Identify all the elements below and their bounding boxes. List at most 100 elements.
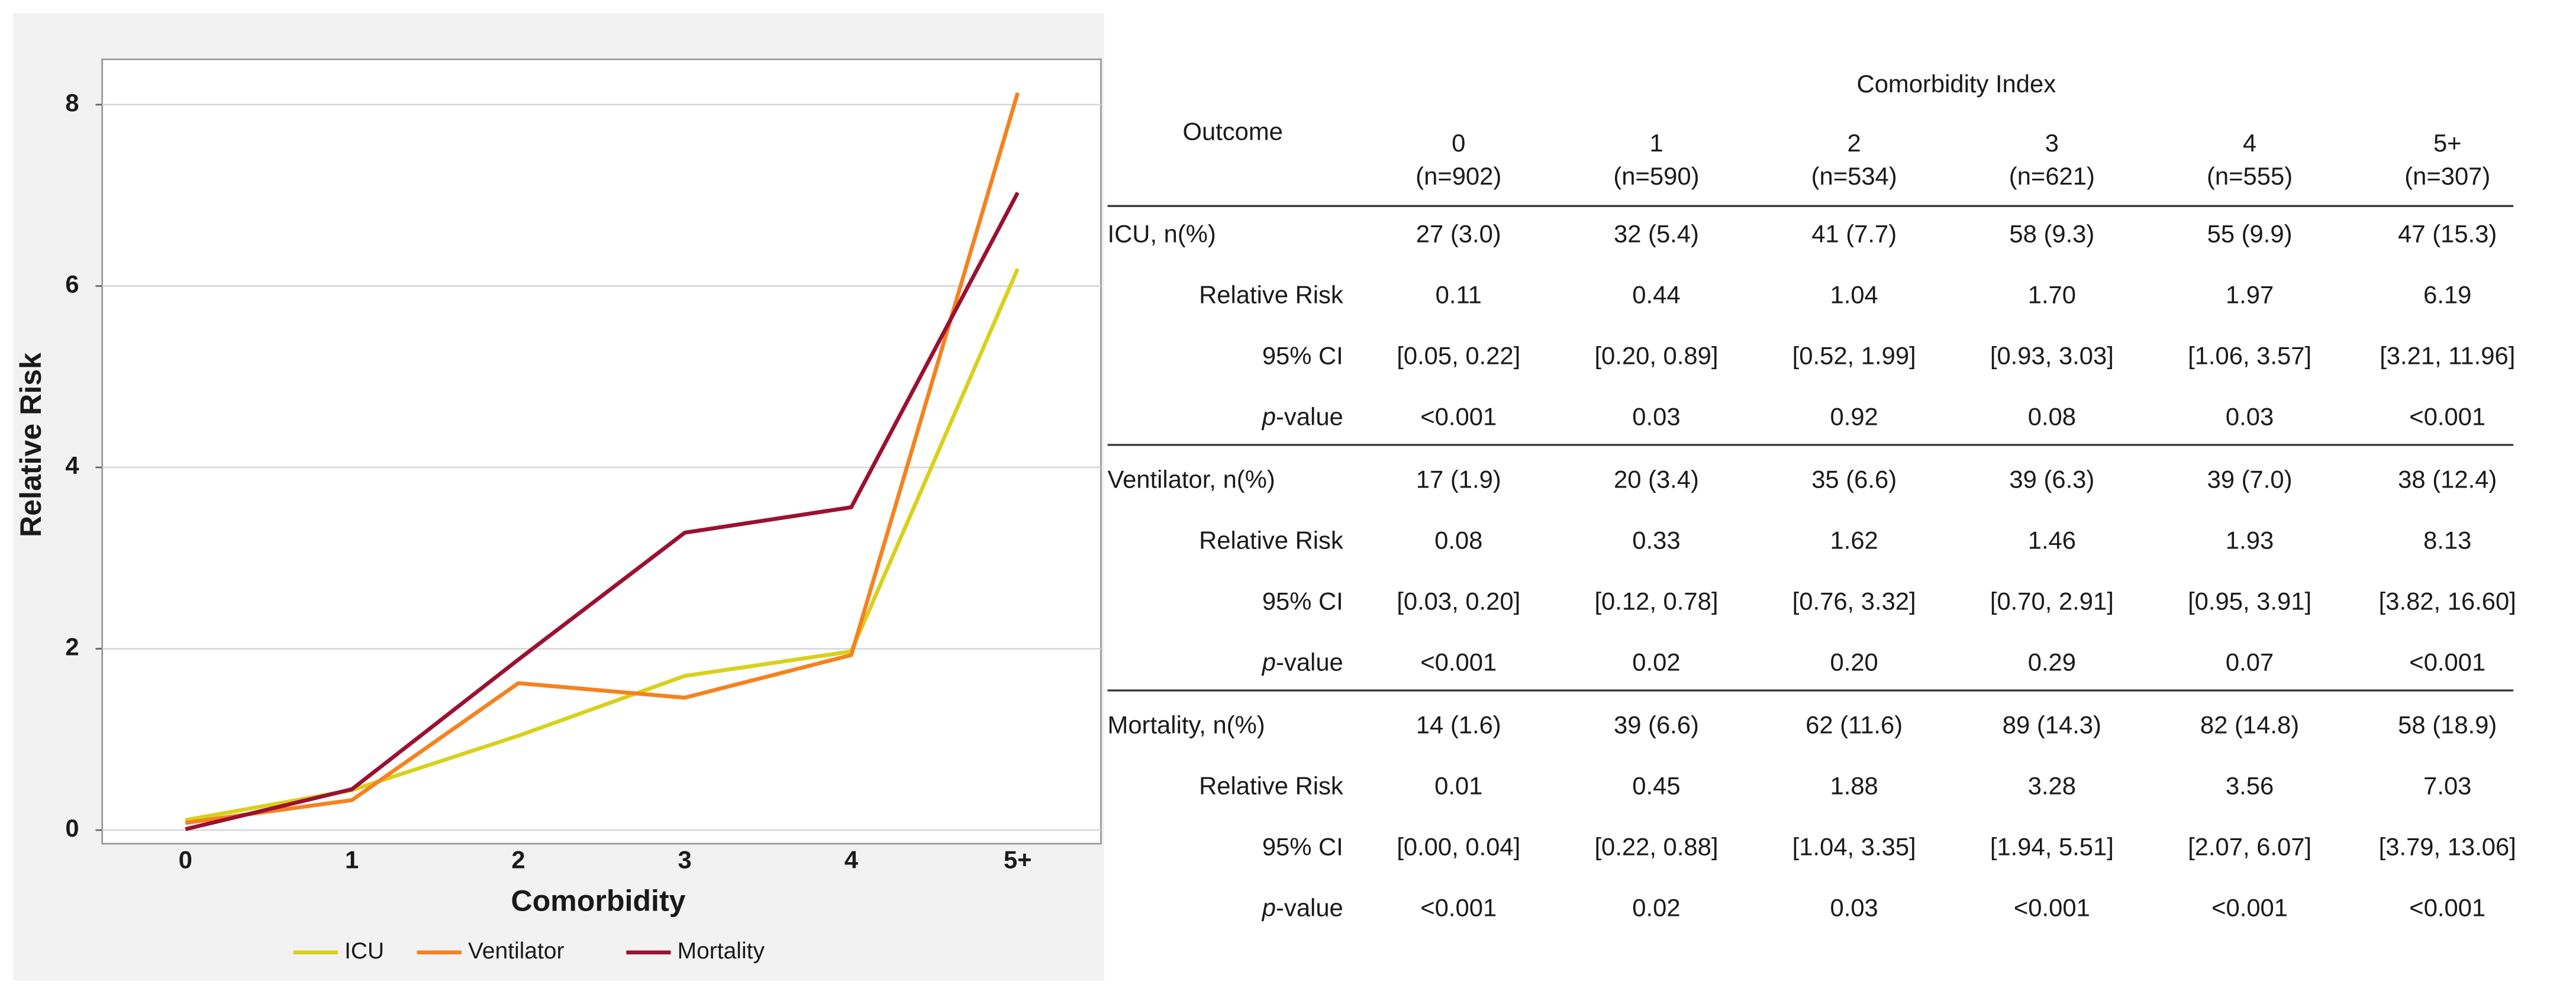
column-n: (n=307) <box>2404 162 2490 190</box>
x-tick-label: 5+ <box>1004 846 1032 874</box>
table-cell: 3.28 <box>2028 772 2076 799</box>
row-label: p-value <box>1261 648 1343 676</box>
table-cell: 0.33 <box>1632 526 1680 554</box>
table-cell: 47 (15.3) <box>2398 219 2497 247</box>
x-tick-label: 3 <box>678 846 692 874</box>
table-cell: 39 (6.3) <box>2009 465 2094 493</box>
table-cell: [1.04, 3.35] <box>1792 832 1916 860</box>
table-cell: <0.001 <box>1420 648 1497 676</box>
y-tick-label: 0 <box>65 814 79 842</box>
table-cell: 0.02 <box>1632 893 1680 921</box>
table-cell: 82 (14.8) <box>2200 711 2299 738</box>
table-cell: 8.13 <box>2423 526 2471 554</box>
table-cell: 58 (18.9) <box>2398 711 2497 738</box>
table-cell: <0.001 <box>2409 893 2485 921</box>
x-tick-label: 0 <box>179 846 192 874</box>
table-cell: 39 (6.6) <box>1614 711 1699 738</box>
row-label: Relative Risk <box>1199 526 1343 554</box>
table-cell: 55 (9.9) <box>2207 219 2293 247</box>
x-axis-title: Comorbidity <box>511 885 685 918</box>
table-cell: [1.06, 3.57] <box>2188 341 2311 369</box>
table-cell: 1.93 <box>2226 526 2274 554</box>
table-cell: [0.22, 0.88] <box>1594 832 1718 860</box>
row-label: 95% CI <box>1262 832 1343 860</box>
table-cell: 32 (5.4) <box>1614 219 1699 247</box>
column-n: (n=590) <box>1613 162 1699 190</box>
table-cell: [0.20, 0.89] <box>1594 341 1718 369</box>
plot-area <box>101 58 1102 845</box>
column-label: 4 <box>2243 129 2256 157</box>
y-tick-label: 4 <box>65 451 79 479</box>
legend-label: Mortality <box>678 938 765 964</box>
legend-label: ICU <box>344 938 384 964</box>
table-cell: 0.20 <box>1830 648 1878 676</box>
row-label: ICU, n(%) <box>1108 219 1216 247</box>
table-cell: [1.94, 5.51] <box>1990 832 2114 860</box>
x-tick-label: 1 <box>345 846 359 874</box>
table-cell: 0.08 <box>2028 402 2076 430</box>
table-cell: 0.92 <box>1830 402 1878 430</box>
row-label: p-value <box>1261 402 1343 430</box>
x-tick-label: 2 <box>511 846 525 874</box>
table-cell: 20 (3.4) <box>1614 465 1699 493</box>
table-cell: [0.76, 3.32] <box>1792 587 1916 615</box>
row-label: Mortality, n(%) <box>1108 711 1265 738</box>
table-cell: 0.03 <box>1632 402 1680 430</box>
table-cell: 0.01 <box>1434 772 1482 799</box>
series-line <box>185 92 1020 825</box>
table-cell: 27 (3.0) <box>1416 219 1501 247</box>
row-label: p-value <box>1261 893 1343 921</box>
table-cell: 1.04 <box>1830 280 1878 308</box>
table-cell: <0.001 <box>2409 402 2485 430</box>
table-cell: [0.03, 0.20] <box>1397 587 1520 615</box>
table-cell: [3.82, 16.60] <box>2379 587 2516 615</box>
column-n: (n=621) <box>2009 162 2095 190</box>
table-cell: 0.03 <box>2226 402 2274 430</box>
table-cell: 3.56 <box>2226 772 2274 799</box>
table-cell: 1.62 <box>1830 526 1878 554</box>
row-label: 95% CI <box>1262 587 1343 615</box>
table-cell: 0.45 <box>1632 772 1680 799</box>
table-cell: <0.001 <box>2409 648 2485 676</box>
column-label: 2 <box>1848 129 1861 157</box>
row-label: Relative Risk <box>1199 772 1343 799</box>
table-cell: 6.19 <box>2423 280 2471 308</box>
table-cell: 0.08 <box>1434 526 1482 554</box>
table-cell: [3.21, 11.96] <box>2380 341 2515 369</box>
table-cell: 39 (7.0) <box>2207 465 2293 493</box>
table-cell: 58 (9.3) <box>2009 219 2094 247</box>
row-label: 95% CI <box>1262 341 1343 369</box>
table-cell: [0.52, 1.99] <box>1792 341 1916 369</box>
y-axis-title: Relative Risk <box>14 353 47 537</box>
table-cell: <0.001 <box>2211 893 2288 921</box>
column-label: 0 <box>1452 129 1465 157</box>
series-line <box>185 192 1020 831</box>
table-cell: 89 (14.3) <box>2003 711 2101 738</box>
table-cell: 62 (11.6) <box>1806 711 1903 738</box>
table-cell: 17 (1.9) <box>1416 465 1501 493</box>
table-cell: <0.001 <box>1420 402 1497 430</box>
table-cell: [0.12, 0.78] <box>1594 587 1718 615</box>
table-cell: [2.07, 6.07] <box>2188 832 2311 860</box>
column-label: 5+ <box>2433 129 2462 157</box>
table-cell: 0.02 <box>1632 648 1680 676</box>
table-cell: <0.001 <box>1420 893 1497 921</box>
table-header: Outcome <box>1182 118 1282 146</box>
table-cell: [0.70, 2.91] <box>1990 587 2114 615</box>
table-title: Comorbidity Index <box>1857 70 2056 98</box>
y-tick-label: 8 <box>65 89 79 117</box>
table-cell: <0.001 <box>2014 893 2090 921</box>
table-cell: 1.97 <box>2226 280 2274 308</box>
table-cell: [0.95, 3.91] <box>2188 587 2311 615</box>
y-tick-label: 6 <box>65 270 79 298</box>
table-cell: 1.70 <box>2028 280 2076 308</box>
column-n: (n=555) <box>2207 162 2293 190</box>
table-cell: 0.29 <box>2028 648 2076 676</box>
legend-label: Ventilator <box>468 938 565 964</box>
table-cell: 14 (1.6) <box>1416 711 1501 738</box>
table-cell: 41 (7.7) <box>1811 219 1897 247</box>
column-n: (n=902) <box>1416 162 1501 190</box>
table-cell: [0.93, 3.03] <box>1990 341 2114 369</box>
